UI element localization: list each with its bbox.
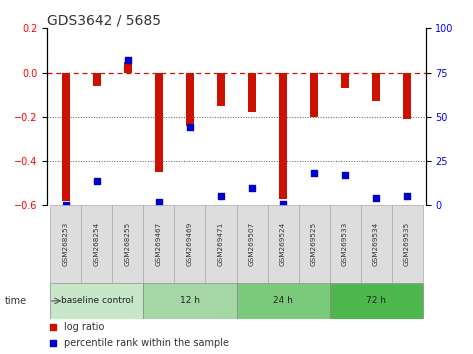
Text: GSM268255: GSM268255 xyxy=(125,222,131,266)
Bar xyxy=(392,205,422,283)
Point xyxy=(284,268,292,274)
Bar xyxy=(236,205,268,283)
Text: GSM268253: GSM268253 xyxy=(63,222,69,266)
Point xyxy=(310,171,318,176)
Text: time: time xyxy=(5,296,27,306)
Bar xyxy=(186,73,194,126)
Bar xyxy=(217,73,225,106)
Bar xyxy=(279,73,287,199)
Point xyxy=(284,114,292,120)
Bar xyxy=(51,283,143,319)
Bar xyxy=(205,205,236,283)
Bar xyxy=(330,205,360,283)
Bar xyxy=(143,283,236,319)
Text: log ratio: log ratio xyxy=(64,321,105,332)
Text: GSM269534: GSM269534 xyxy=(373,222,379,266)
Text: GSM269469: GSM269469 xyxy=(187,222,193,266)
Text: baseline control: baseline control xyxy=(61,296,133,306)
Text: GSM269533: GSM269533 xyxy=(342,222,348,266)
Text: GSM269467: GSM269467 xyxy=(156,222,162,266)
Bar xyxy=(268,205,298,283)
Point xyxy=(186,125,194,130)
Bar xyxy=(155,73,163,172)
Text: 24 h: 24 h xyxy=(273,296,293,306)
Text: GSM269535: GSM269535 xyxy=(404,222,410,266)
Bar xyxy=(403,73,411,119)
Bar xyxy=(51,205,81,283)
Bar xyxy=(113,205,143,283)
Bar xyxy=(330,283,422,319)
Text: GSM269525: GSM269525 xyxy=(311,222,317,266)
Bar xyxy=(298,205,330,283)
Point xyxy=(62,202,70,208)
Bar xyxy=(62,73,70,201)
Point xyxy=(217,194,225,199)
Text: 12 h: 12 h xyxy=(180,296,200,306)
Bar xyxy=(175,205,205,283)
Text: percentile rank within the sample: percentile rank within the sample xyxy=(64,338,229,348)
Text: GDS3642 / 5685: GDS3642 / 5685 xyxy=(47,13,161,27)
Bar xyxy=(124,62,132,73)
Text: GSM269507: GSM269507 xyxy=(249,222,255,266)
Bar xyxy=(81,205,113,283)
Point xyxy=(403,194,411,199)
Text: 72 h: 72 h xyxy=(366,296,386,306)
Bar xyxy=(360,205,392,283)
Text: GSM269524: GSM269524 xyxy=(280,222,286,266)
Point xyxy=(248,185,256,190)
Point xyxy=(342,172,349,178)
Bar xyxy=(310,73,318,117)
Bar xyxy=(372,73,380,101)
Bar xyxy=(341,73,349,88)
Point xyxy=(372,195,380,201)
Bar xyxy=(93,73,101,86)
Point xyxy=(124,57,131,63)
Text: GSM269471: GSM269471 xyxy=(218,222,224,266)
Bar xyxy=(248,73,256,113)
Point xyxy=(279,201,287,206)
Point xyxy=(93,178,101,183)
Bar xyxy=(143,205,175,283)
Text: GSM268254: GSM268254 xyxy=(94,222,100,266)
Bar xyxy=(236,283,330,319)
Point xyxy=(155,199,163,205)
